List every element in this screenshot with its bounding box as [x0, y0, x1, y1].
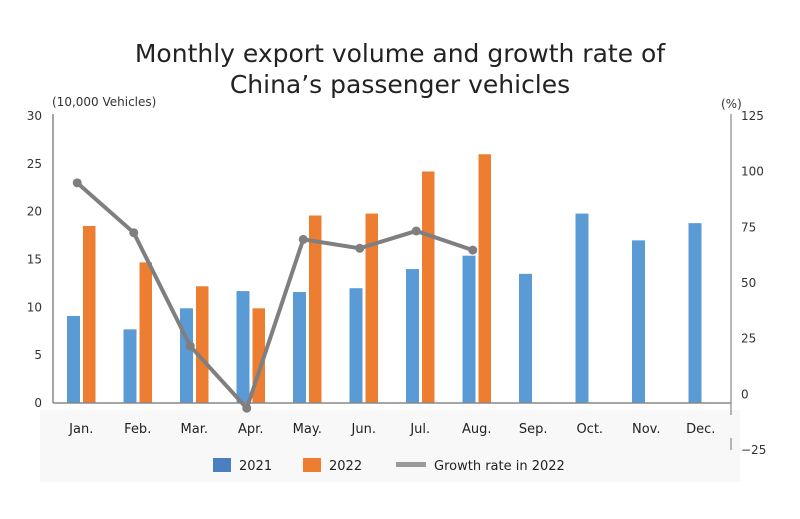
- bar-2021-2: [180, 308, 193, 403]
- left-tick-label: 15: [27, 253, 42, 267]
- right-tick-label: 100: [741, 165, 764, 179]
- x-tick-label: Oct.: [576, 422, 603, 437]
- bar-2021-6: [406, 269, 419, 403]
- right-tick-label: 0: [741, 387, 749, 401]
- x-tick-label: Dec.: [686, 422, 715, 437]
- x-tick-label: Apr.: [238, 422, 263, 437]
- right-tick-label: 75: [741, 220, 756, 234]
- bar-2022-6: [422, 171, 435, 403]
- growth-point-6: [411, 226, 421, 236]
- title-line-1: Monthly export volume and growth rate of: [134, 39, 666, 68]
- legend-swatch-growth: [396, 462, 426, 467]
- growth-point-5: [355, 243, 365, 253]
- x-tick-label: Feb.: [124, 422, 151, 437]
- bar-2021-10: [632, 240, 645, 403]
- left-axis-label: (10,000 Vehicles): [52, 95, 156, 109]
- growth-point-4: [298, 234, 308, 244]
- x-tick-label: May.: [293, 422, 322, 437]
- right-tick-label: −25: [741, 443, 766, 457]
- legend-swatch-2021: [213, 458, 231, 472]
- right-tick-label: 25: [741, 332, 756, 346]
- title-line-2: China’s passenger vehicles: [229, 70, 571, 99]
- growth-point-7: [468, 245, 478, 255]
- growth-rate-line: [75, 181, 474, 411]
- bar-2021-4: [293, 292, 306, 403]
- left-tick-label: 10: [27, 300, 42, 314]
- right-tick-label: 50: [741, 276, 756, 290]
- legend-label-growth: Growth rate in 2022: [434, 459, 565, 474]
- x-tick-label: Aug.: [462, 422, 492, 437]
- right-axis-label: (%): [721, 97, 742, 111]
- left-tick-label: 30: [27, 109, 42, 123]
- x-tick-label: Nov.: [632, 422, 661, 437]
- bar-2021-5: [349, 288, 363, 403]
- legend-label-2022: 2022: [329, 459, 362, 474]
- bar-2021-3: [236, 291, 250, 403]
- chart-title: Monthly export volume and growth rate of…: [0, 38, 800, 100]
- left-tick-label: 0: [34, 396, 42, 410]
- growth-point-0: [72, 178, 82, 188]
- bottom-band: [40, 410, 740, 482]
- right-tick-label: 125: [741, 109, 764, 123]
- bar-2021-11: [688, 223, 702, 403]
- x-tick-label: Sep.: [519, 422, 548, 437]
- legend: 2021 2022 Growth rate in 2022: [213, 458, 565, 474]
- bar-2021-7: [462, 255, 476, 403]
- bar-2022-1: [139, 262, 152, 403]
- bar-2021-8: [519, 273, 532, 403]
- x-tick-label: Mar.: [181, 422, 208, 437]
- x-tick-label: Jun.: [351, 422, 376, 437]
- growth-point-2: [185, 341, 195, 351]
- growth-point-1: [129, 228, 139, 238]
- left-tick-label: 25: [27, 157, 42, 171]
- bar-2022-0: [83, 226, 96, 403]
- legend-label-2021: 2021: [239, 459, 272, 474]
- bar-2022-2: [196, 286, 209, 403]
- bar-2021-9: [575, 213, 589, 403]
- bar-2021-0: [67, 315, 80, 403]
- growth-point-3: [242, 403, 252, 413]
- legend-swatch-2022: [303, 458, 321, 472]
- bar-2021-1: [123, 329, 137, 403]
- bar-2022-4: [309, 215, 322, 403]
- left-tick-label: 5: [34, 348, 42, 362]
- bar-2022-7: [478, 154, 491, 403]
- bar-2022-5: [365, 213, 378, 403]
- x-tick-label: Jul.: [409, 422, 430, 437]
- left-tick-label: 20: [27, 205, 42, 219]
- x-tick-label: Jan.: [68, 422, 93, 437]
